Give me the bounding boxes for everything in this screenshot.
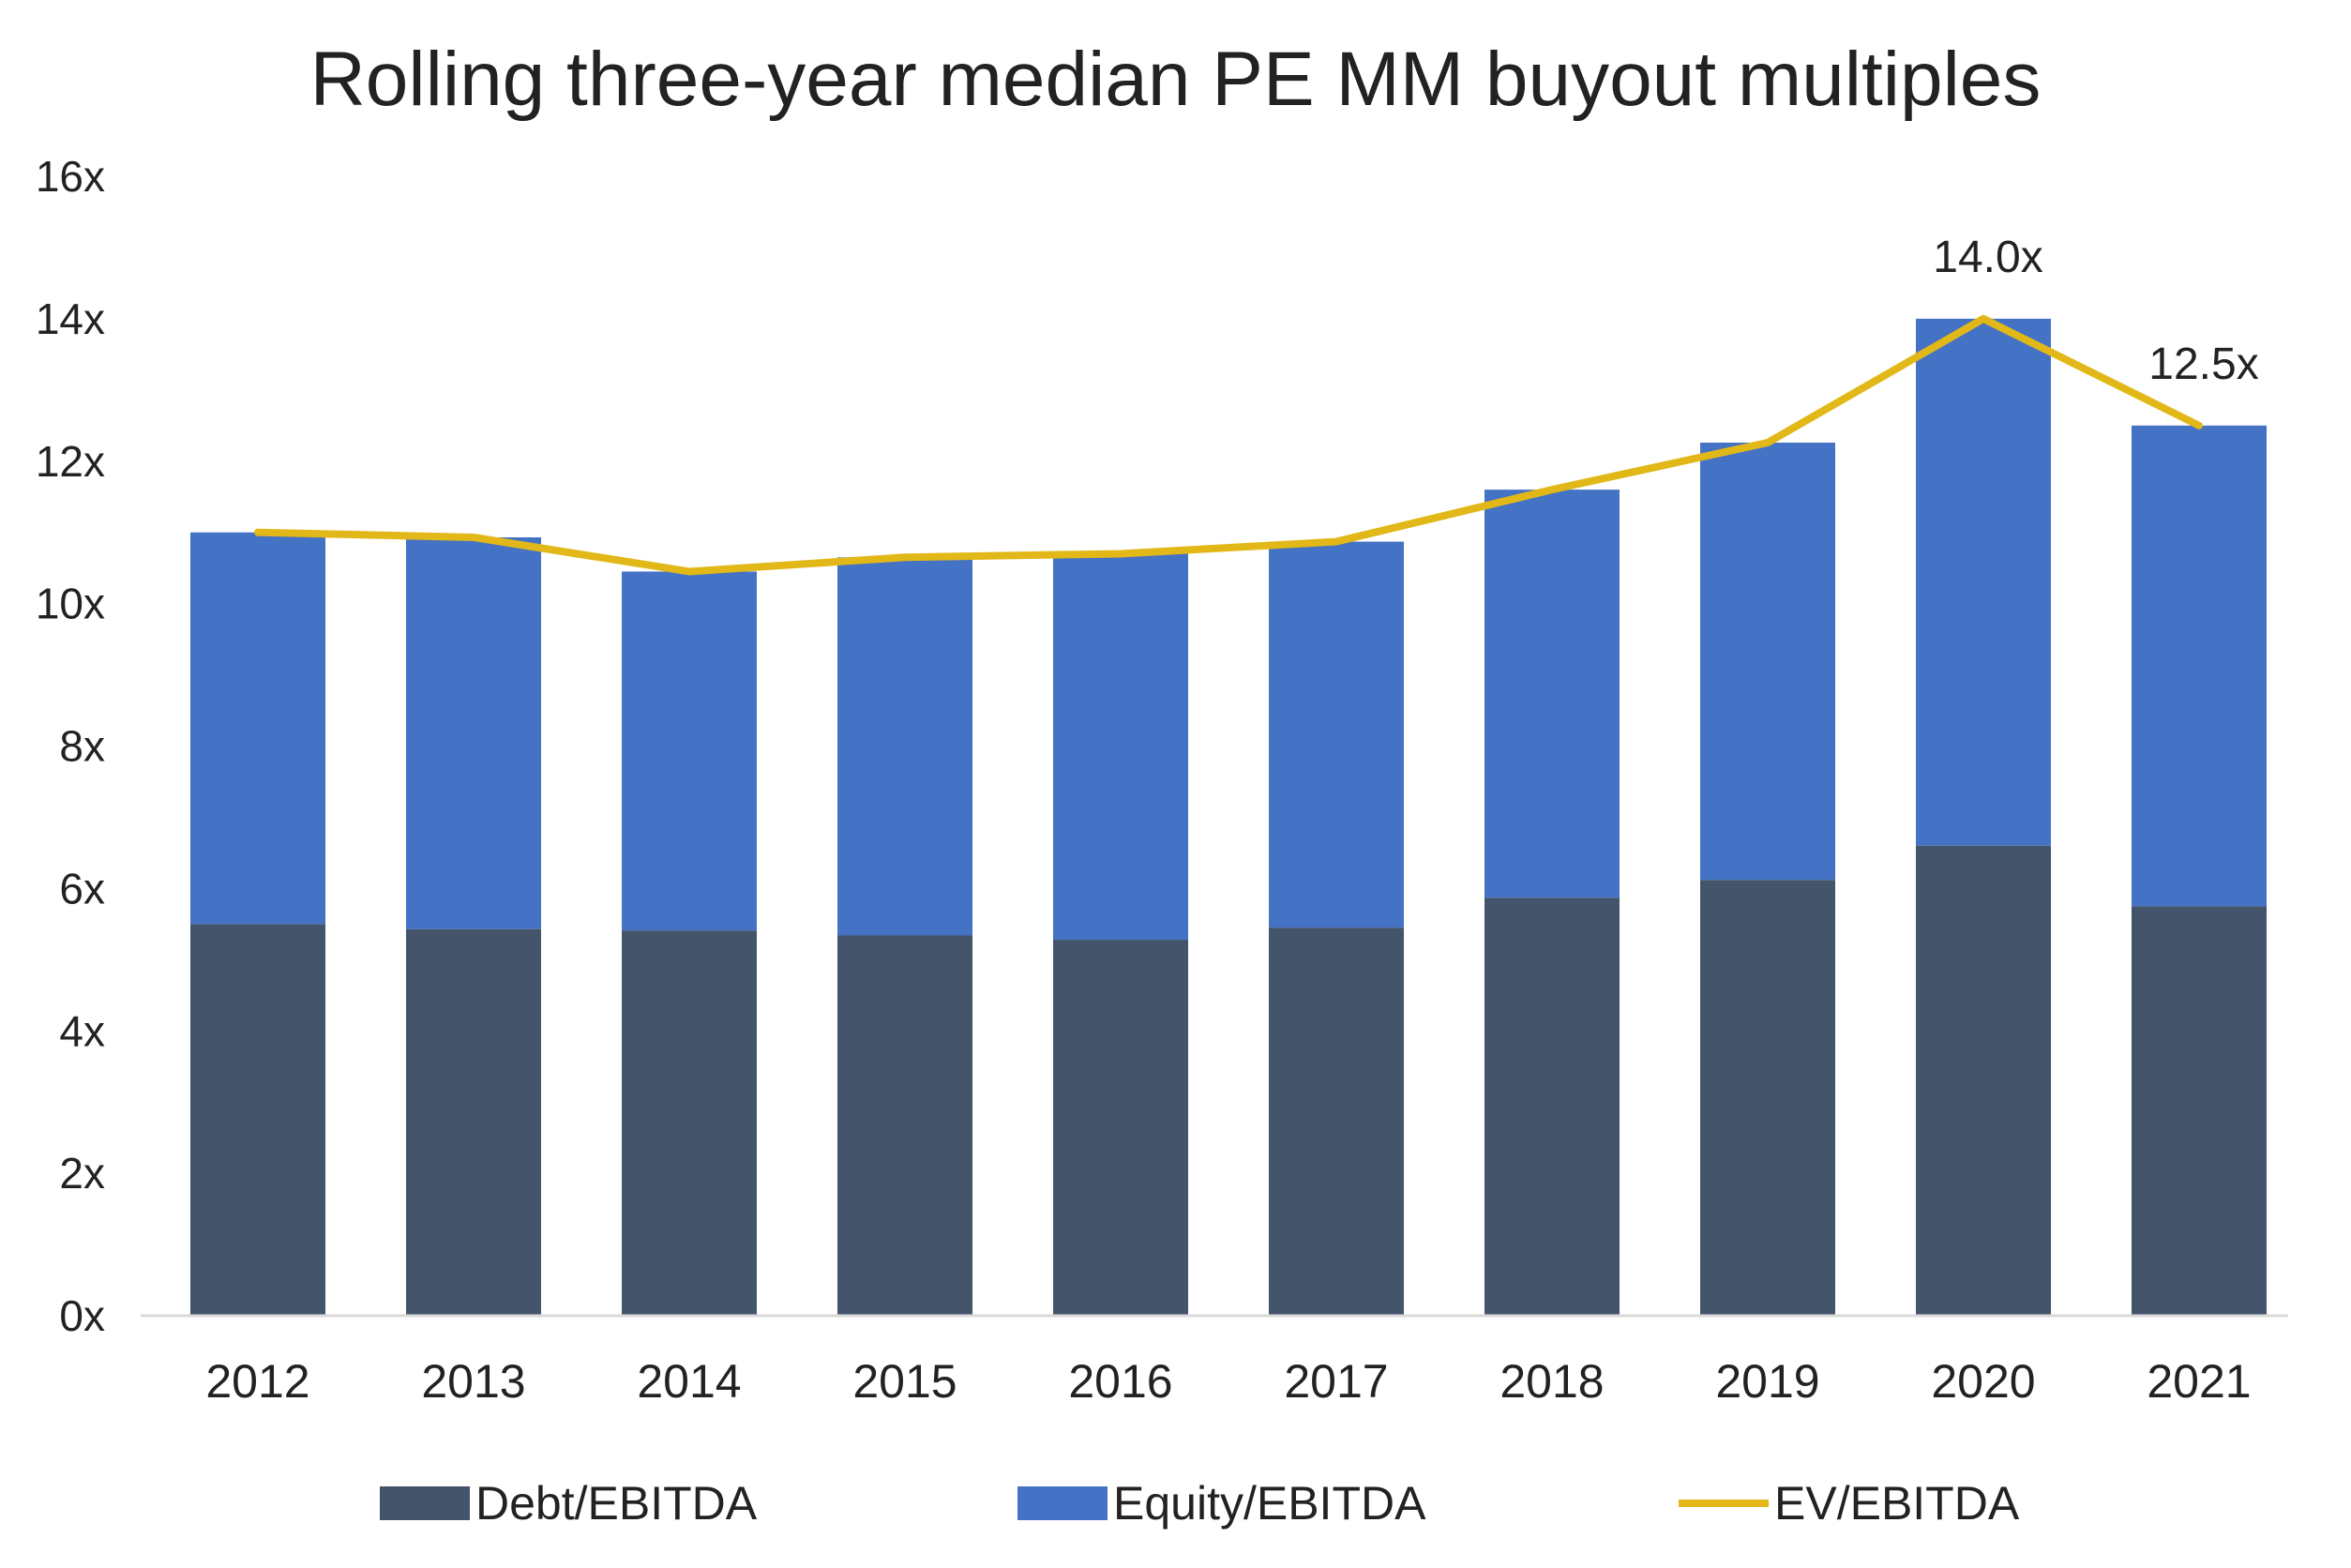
x-tick-label: 2019 <box>1715 1355 1819 1408</box>
x-tick-label: 2013 <box>421 1355 525 1408</box>
bar-debt-ebitda-2013 <box>406 928 541 1316</box>
line-layer <box>254 314 2203 576</box>
label-layer: 14.0x 12.5x <box>1933 233 2258 389</box>
y-tick-label: 8x <box>59 722 105 771</box>
bar-debt-ebitda-2014 <box>622 930 757 1316</box>
bar-debt-ebitda-2012 <box>190 924 325 1316</box>
axis-layer: 0x 2x 4x 6x 8x 10x 12x 14x 16x 2012 2013 2014 2015 20… <box>36 152 2288 1408</box>
y-tick-label: 16x <box>36 152 105 201</box>
legend-swatch-debt-ebitda <box>380 1486 470 1520</box>
y-tick-label: 14x <box>36 294 105 343</box>
line-ev-ebitda <box>254 314 2203 576</box>
bar-equity-ebitda-2020 <box>1916 318 2051 846</box>
y-tick-label: 4x <box>59 1006 105 1055</box>
x-tick-label: 2018 <box>1500 1355 1604 1408</box>
y-tick-label: 2x <box>59 1149 105 1198</box>
bar-debt-ebitda-2017 <box>1269 927 1404 1316</box>
legend-label-equity-ebitda: Equity/EBITDA <box>1113 1477 1426 1530</box>
bar-equity-ebitda-2021 <box>2132 425 2267 907</box>
legend-label-debt-ebitda: Debt/EBITDA <box>475 1477 758 1530</box>
chart-title: Rolling three-year median PE MM buyout m… <box>309 37 2042 122</box>
x-tick-label: 2014 <box>637 1355 741 1408</box>
x-tick-label: 2015 <box>852 1355 957 1408</box>
bar-equity-ebitda-2012 <box>190 532 325 925</box>
bar-equity-ebitda-2013 <box>406 537 541 929</box>
bar-debt-ebitda-2018 <box>1484 897 1620 1316</box>
x-tick-label: 2020 <box>1931 1355 2035 1408</box>
data-label-2020: 14.0x <box>1933 233 2042 282</box>
y-tick-label: 10x <box>36 580 105 628</box>
bar-debt-ebitda-2015 <box>837 935 972 1316</box>
y-tick-label: 6x <box>59 864 105 912</box>
bar-equity-ebitda-2015 <box>837 557 972 936</box>
bars-layer <box>190 318 2267 1316</box>
bar-debt-ebitda-2016 <box>1053 940 1188 1316</box>
legend-swatch-equity-ebitda <box>1017 1486 1108 1520</box>
bar-equity-ebitda-2018 <box>1484 490 1620 898</box>
legend-label-ev-ebitda: EV/EBITDA <box>1774 1477 2020 1530</box>
bar-debt-ebitda-2019 <box>1700 880 1835 1316</box>
x-tick-label: 2021 <box>2147 1355 2251 1408</box>
x-tick-label: 2016 <box>1068 1355 1172 1408</box>
data-label-2021: 12.5x <box>2148 339 2258 389</box>
y-tick-label: 12x <box>36 437 105 486</box>
bar-equity-ebitda-2016 <box>1053 553 1188 941</box>
x-tick-label: 2012 <box>205 1355 309 1408</box>
bar-equity-ebitda-2017 <box>1269 541 1404 928</box>
bar-equity-ebitda-2014 <box>622 571 757 931</box>
legend: Debt/EBITDA Equity/EBITDA EV/EBITDA <box>380 1477 2020 1530</box>
y-tick-label: 0x <box>59 1291 105 1340</box>
bar-equity-ebitda-2019 <box>1700 443 1835 881</box>
x-tick-label: 2017 <box>1284 1355 1388 1408</box>
bar-debt-ebitda-2020 <box>1916 845 2051 1316</box>
bar-debt-ebitda-2021 <box>2132 906 2267 1316</box>
